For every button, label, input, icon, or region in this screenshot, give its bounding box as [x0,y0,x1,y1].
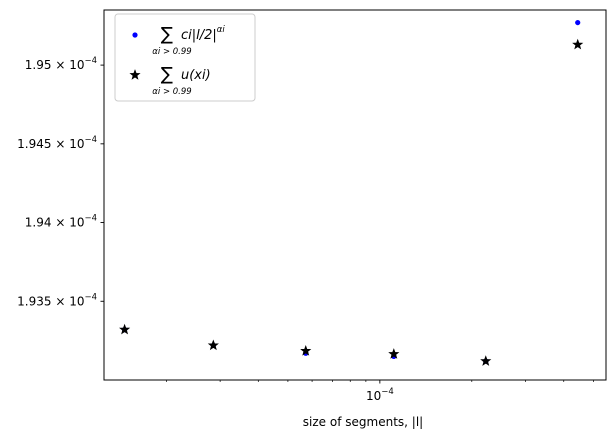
legend-subscript: αi > 0.99 [152,47,191,57]
star-point [300,345,312,356]
star-point [388,348,400,359]
y-tick-label: 1.95 × 10−4 [25,56,97,72]
legend-box [114,13,256,102]
legend-subscript: αi > 0.99 [152,87,191,97]
y-tick-label: 1.945 × 10−4 [17,135,97,151]
x-axis-ticks: 10−4 [165,380,594,403]
x-axis-label: size of segments, |l| [303,415,423,429]
legend-expression: ci|l/2|αi [181,25,225,43]
y-tick-label: 1.935 × 10−4 [17,292,97,308]
legend-marker-star [129,69,141,80]
legend-sum-symbol: ∑ [161,64,173,85]
dot-point [575,19,581,26]
legend: ∑ αi > 0.99 ci|l/2|αi ∑ αi > 0.99 u(xi) [114,13,256,102]
y-axis-ticks: 1.935 × 10−4 1.94 × 10−4 1.945 × 10−4 1.95 … [17,56,104,308]
x-tick-label: 10−4 [366,387,394,403]
star-point [119,323,131,335]
legend-marker-dot [132,32,138,38]
series-1 [119,38,584,366]
star-point [572,38,584,50]
axes-frame [103,9,607,381]
data-points [119,19,584,366]
legend-sum-symbol: ∑ [161,24,173,45]
legend-expression: u(xi) [181,68,211,83]
star-point [480,355,492,366]
star-point [207,339,219,351]
y-tick-label: 1.94 × 10−4 [25,214,97,230]
